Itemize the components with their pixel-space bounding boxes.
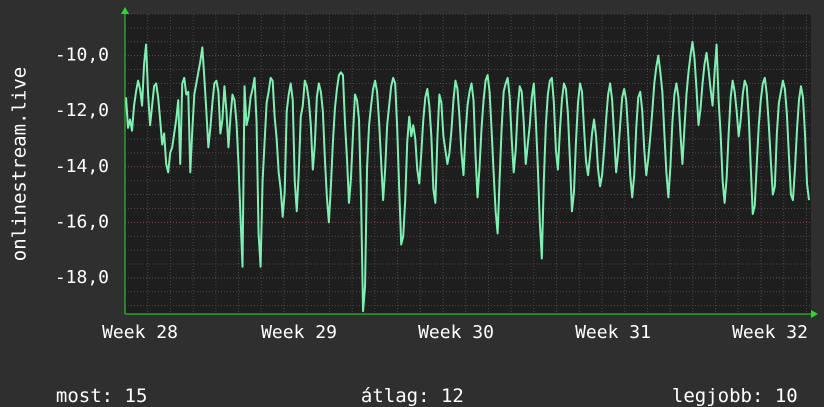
current-stat: most: 15: [33, 363, 148, 407]
y-tick-label: -16,0: [55, 211, 109, 232]
y-axis-label: onlinestream.live: [9, 67, 31, 261]
best-value: 10: [774, 385, 798, 407]
current-label: most:: [55, 385, 114, 407]
best-stat: legjobb: 10: [649, 363, 798, 407]
current-value: 15: [124, 385, 148, 407]
x-tick-labels: Week 28 Week 29 Week 30 Week 31 Week 32: [102, 322, 808, 343]
y-tick-labels: -10,0 -12,0 -14,0 -16,0 -18,0: [55, 45, 109, 288]
y-tick-label: -18,0: [55, 267, 109, 288]
y-tick-label: -10,0: [55, 45, 109, 66]
average-label: átlag:: [360, 385, 430, 407]
x-tick-label: Week 30: [418, 322, 494, 343]
average-stat: átlag: 12: [338, 363, 464, 407]
best-label: legjobb:: [671, 385, 764, 407]
x-tick-label: Week 31: [575, 322, 651, 343]
series-line: [125, 40, 810, 313]
y-tick-label: -14,0: [55, 156, 109, 177]
x-tick-label: Week 29: [261, 322, 337, 343]
x-tick-label: Week 32: [732, 322, 808, 343]
x-tick-label: Week 28: [102, 322, 178, 343]
y-tick-label: -12,0: [55, 100, 109, 121]
x-axis-arrow: [811, 310, 818, 318]
average-value: 12: [440, 385, 464, 407]
y-axis-arrow: [121, 7, 129, 14]
